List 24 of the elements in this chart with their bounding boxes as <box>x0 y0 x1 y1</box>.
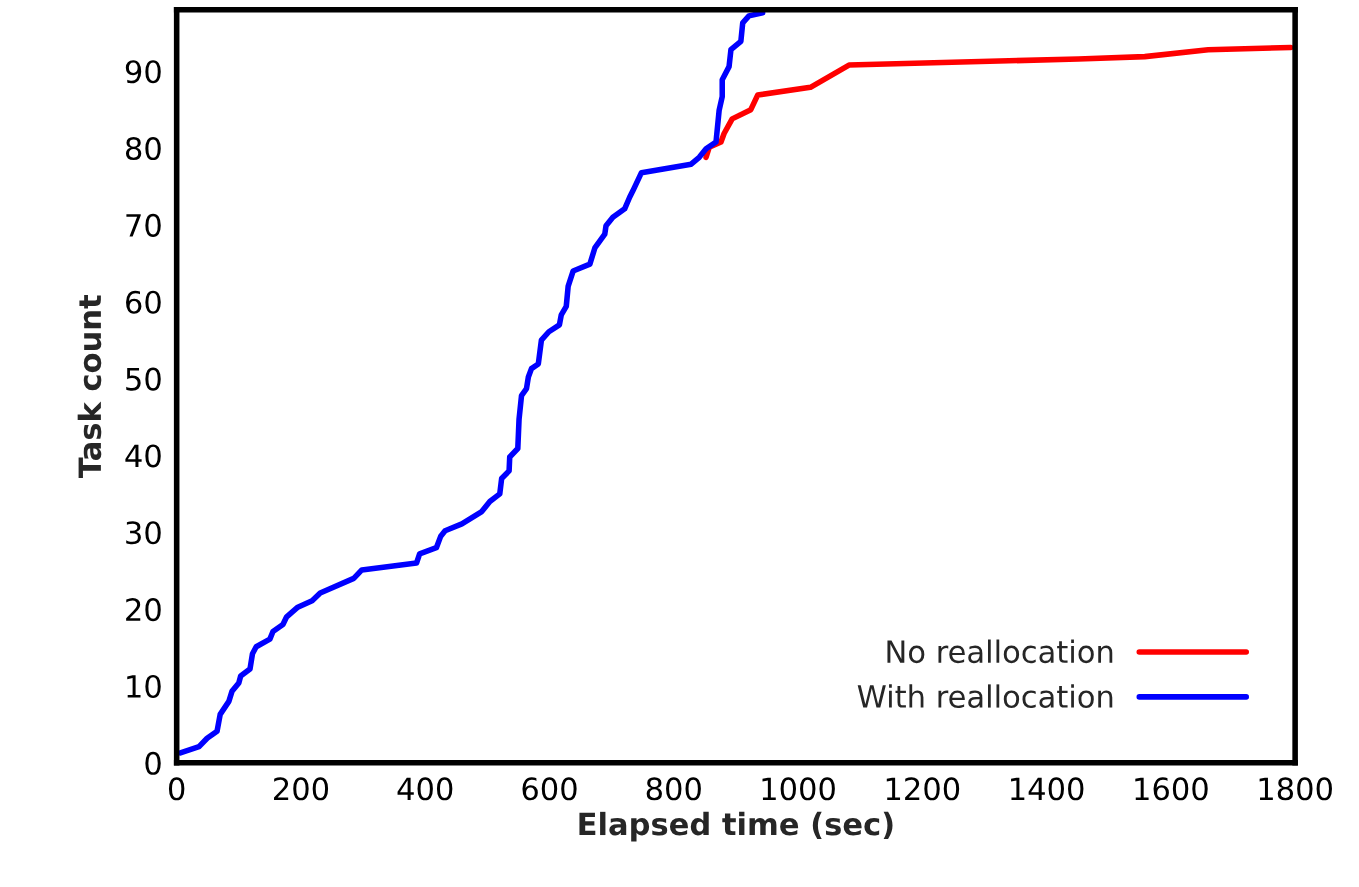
x-tick-label: 1000 <box>762 777 835 801</box>
y-tick-label: 60 <box>126 290 161 314</box>
y-tick-label: 30 <box>126 521 161 545</box>
x-axis-title: Elapsed time (sec) <box>579 811 893 842</box>
legend-label: No reallocation <box>887 639 1113 664</box>
legend-label: With reallocation <box>857 684 1113 709</box>
y-tick-label: 50 <box>126 367 161 391</box>
x-tick-label: 1200 <box>886 777 960 801</box>
x-tick-label: 1600 <box>1135 777 1208 801</box>
x-tick-label: 0 <box>168 777 185 801</box>
y-tick-label: 80 <box>125 137 161 161</box>
x-tick-label: 400 <box>397 777 453 801</box>
y-tick-label: 0 <box>145 751 161 775</box>
y-axis-title: Task count <box>77 295 102 479</box>
x-tick-label: 1800 <box>1259 777 1332 801</box>
y-tick-label: 90 <box>125 60 161 84</box>
x-tick-label: 200 <box>274 777 329 801</box>
y-tick-label: 20 <box>126 598 161 622</box>
y-tick-label: 40 <box>125 444 161 468</box>
x-tick-label: 1400 <box>1011 777 1084 801</box>
y-tick-label: 10 <box>127 674 161 699</box>
x-tick-label: 800 <box>646 777 701 801</box>
x-tick-label: 600 <box>522 777 577 801</box>
y-tick-label: 70 <box>126 213 161 237</box>
